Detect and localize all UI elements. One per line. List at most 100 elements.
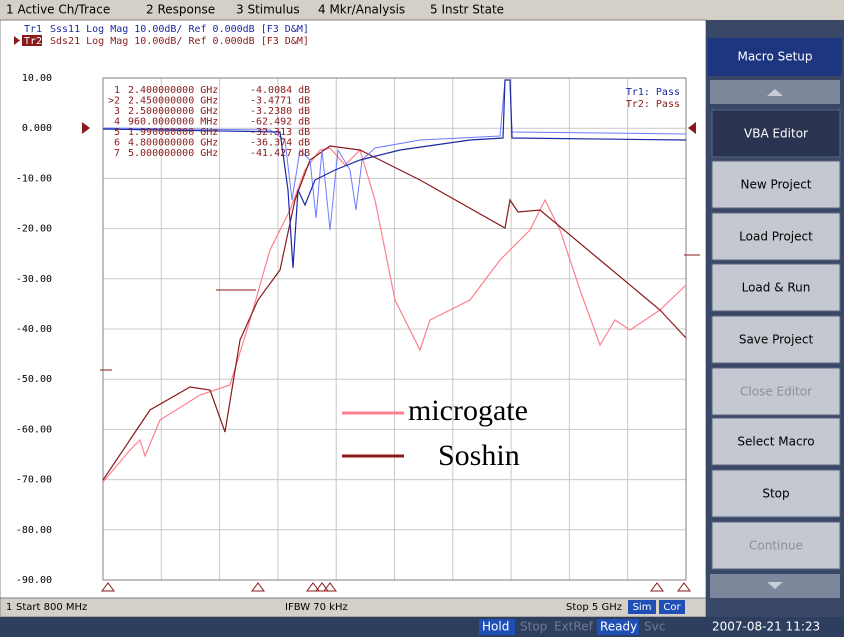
menu-item[interactable]: 3 Stimulus xyxy=(236,3,300,17)
stop-freq: Stop 5 GHz xyxy=(566,602,622,613)
menu-item[interactable]: 2 Response xyxy=(146,3,215,17)
marker-value: -3.2380 dB xyxy=(250,106,310,117)
graticule-frame xyxy=(102,77,687,581)
marker-freq: 5.000000000 GHz xyxy=(128,148,218,159)
softkey-title: Macro Setup xyxy=(737,50,812,64)
y-label: -50.00 xyxy=(16,374,52,385)
menu-item[interactable]: 1 Active Ch/Trace xyxy=(6,3,110,17)
marker-triangle xyxy=(251,582,265,592)
ref-arrow xyxy=(688,122,696,134)
trace-active-box xyxy=(22,35,42,46)
softkey-label: Load Project xyxy=(739,230,813,244)
sim-box xyxy=(628,600,656,614)
marker-value: -41.427 dB xyxy=(250,148,310,159)
marker-value: -32.313 dB xyxy=(250,127,310,138)
channel: 1 xyxy=(6,602,12,613)
arrow-down xyxy=(767,582,783,589)
softkey-label: Load & Run xyxy=(742,281,811,295)
y-label: 10.00 xyxy=(22,73,52,84)
status-item: Ready xyxy=(600,620,637,634)
status-items: Hold Stop ExtRef Ready Svc 2007-08-21 11:23 xyxy=(479,619,820,635)
marker-number: >2 xyxy=(108,96,120,107)
start-freq: Start 800 MHz xyxy=(16,602,87,613)
marker-triangle xyxy=(677,582,691,592)
marker-freq: 4.800000000 GHz xyxy=(128,138,218,149)
marker-value: -4.0084 dB xyxy=(250,85,310,96)
marker-number: 1 xyxy=(114,85,120,96)
softkey[interactable] xyxy=(711,469,841,518)
marker-triangle xyxy=(315,582,329,592)
marker-triangle xyxy=(650,582,664,592)
status-box xyxy=(597,619,639,635)
marker-number: 6 xyxy=(114,138,120,149)
status-item: ExtRef xyxy=(554,620,594,634)
y-label: -70.00 xyxy=(16,475,52,486)
y-label: 0.000 xyxy=(22,123,52,134)
y-label: -60.00 xyxy=(16,424,52,435)
softkeys: Macro Setup VBA Editor New Project Load Pro… xyxy=(708,38,842,598)
ref-arrow xyxy=(82,122,90,134)
y-label: -30.00 xyxy=(16,274,52,285)
softkey[interactable] xyxy=(711,109,841,158)
y-label: -90.00 xyxy=(16,575,52,586)
plot-area xyxy=(0,19,707,599)
marker-table: 1 2.400000000 GHz -4.0084 dB >2 2.450000000 … xyxy=(108,85,310,159)
softkey-label: VBA Editor xyxy=(744,127,808,141)
marker-number: 7 xyxy=(114,148,120,159)
legend-label: Soshin xyxy=(438,439,520,472)
y-label: -10.00 xyxy=(16,173,52,184)
y-label: -20.00 xyxy=(16,224,52,235)
marker-triangle xyxy=(306,582,320,592)
sim: Sim xyxy=(633,602,652,613)
trace-id: Tr2 xyxy=(24,36,42,47)
legend-label: microgate xyxy=(408,394,528,427)
softkey-label: Continue xyxy=(749,539,803,553)
status-box xyxy=(479,619,515,635)
y-label: -40.00 xyxy=(16,324,52,335)
marker-freq: 2.450000000 GHz xyxy=(128,96,218,107)
softkey[interactable] xyxy=(711,212,841,261)
softkey[interactable] xyxy=(711,160,841,209)
softkey-label: Stop xyxy=(762,487,789,501)
marker-number: 5 xyxy=(114,127,120,138)
trace-soshin xyxy=(102,145,687,481)
marker-freq: 2.400000000 GHz xyxy=(128,85,218,96)
menu-item[interactable]: 4 Mkr/Analysis xyxy=(318,3,405,17)
softkey-label: Close Editor xyxy=(740,385,812,399)
softkey[interactable] xyxy=(711,263,841,312)
marker-number: 3 xyxy=(114,106,120,117)
active-arrow xyxy=(14,36,20,45)
trace-info: Sds21 Log Mag 10.00dB/ Ref 0.000dB [F3 D… xyxy=(50,36,309,47)
menu-item[interactable]: 5 Instr State xyxy=(430,3,504,17)
softkey[interactable] xyxy=(711,315,841,364)
marker-freq: 1.990000000 GHz xyxy=(128,127,218,138)
cor-box xyxy=(659,600,685,614)
marker-freq: 2.500000000 GHz xyxy=(128,106,218,117)
trace-info: Sss11 Log Mag 10.00dB/ Ref 0.000dB [F3 D… xyxy=(50,24,309,35)
status-item: 2007-08-21 11:23 xyxy=(712,620,820,634)
marker-value: -36.374 dB xyxy=(250,138,310,149)
cor: Cor xyxy=(663,602,681,613)
trace-s11-dark xyxy=(102,79,687,269)
marker-triangle xyxy=(323,582,337,592)
status-item: Stop xyxy=(520,620,547,634)
status-item: Svc xyxy=(644,620,665,634)
softkey-label: New Project xyxy=(740,178,811,192)
pass-status: Tr2: Pass xyxy=(626,99,680,110)
marker-value: -3.4771 dB xyxy=(250,96,310,107)
softkey[interactable] xyxy=(711,417,841,466)
status-item: Hold xyxy=(482,620,509,634)
ifbw: IFBW 70 kHz xyxy=(285,602,348,613)
marker-triangle xyxy=(101,582,115,592)
softkey[interactable] xyxy=(711,367,841,416)
softkey-title-box xyxy=(708,38,842,76)
softkey[interactable] xyxy=(711,521,841,570)
trace-id: Tr1 xyxy=(24,24,42,35)
menu-bar: 1 Active Ch/Trace 2 Response 3 Stimulus 4 M… xyxy=(6,3,504,17)
pass-status: Tr1: Pass xyxy=(626,87,680,98)
marker-freq: 960.0000000 MHz xyxy=(128,117,218,128)
graticule: 10.00 0.000 -10.00 -20.00 -30.00 -40.00 -50.00… xyxy=(16,73,691,592)
arrow-up xyxy=(767,89,783,96)
